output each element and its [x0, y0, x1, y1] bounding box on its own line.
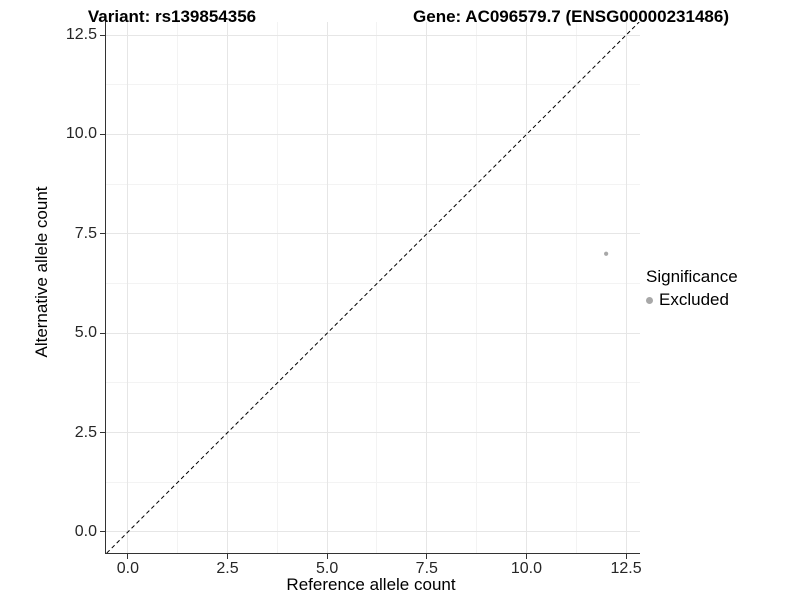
y-tick-label: 12.5 — [65, 26, 97, 44]
y-tick-mark — [100, 233, 105, 235]
legend-item-label: Excluded — [659, 290, 729, 309]
grid-minor-vertical — [177, 22, 179, 553]
grid-minor-vertical — [376, 22, 378, 553]
grid-major-vertical — [625, 22, 627, 553]
y-tick-mark — [100, 531, 105, 533]
x-tick-mark — [426, 554, 428, 559]
x-tick-mark — [127, 554, 129, 559]
identity-reference-line — [106, 22, 640, 553]
grid-major-horizontal — [106, 332, 640, 334]
grid-minor-vertical — [476, 22, 478, 553]
y-tick-mark — [100, 432, 105, 434]
grid-minor-vertical — [276, 22, 278, 553]
grid-major-vertical — [227, 22, 229, 553]
legend-item-excluded: Excluded — [646, 291, 738, 309]
grid-major-vertical — [525, 22, 527, 553]
grid-minor-horizontal — [106, 382, 640, 384]
x-tick-label: 5.0 — [316, 560, 339, 577]
grid-minor-vertical — [575, 22, 577, 553]
y-axis-line — [105, 22, 106, 554]
data-point — [604, 251, 609, 256]
variant-title: Variant: rs139854356 — [87, 7, 257, 26]
grid-major-horizontal — [106, 531, 640, 533]
grid-major-horizontal — [106, 133, 640, 135]
grid-major-vertical — [326, 22, 328, 553]
x-tick-label: 0.0 — [116, 560, 140, 577]
plot-panel — [106, 22, 640, 553]
y-tick-label: 5.0 — [74, 324, 97, 342]
y-tick-label: 2.5 — [74, 423, 97, 441]
legend-point-icon — [646, 296, 653, 304]
y-tick-label: 10.0 — [65, 125, 97, 143]
plot-canvas — [106, 22, 640, 553]
x-tick-mark — [625, 554, 627, 559]
grid-minor-horizontal — [106, 84, 640, 86]
x-tick-label: 10.0 — [510, 560, 542, 577]
grid-minor-horizontal — [106, 183, 640, 185]
gene-title: Gene: AC096579.7 (ENSG00000231486) — [413, 7, 729, 26]
grid-major-horizontal — [106, 432, 640, 434]
grid-major-vertical — [426, 22, 428, 553]
x-tick-label: 7.5 — [415, 560, 438, 577]
grid-minor-horizontal — [106, 481, 640, 483]
y-tick-mark — [100, 133, 105, 135]
legend: Significance Excluded — [646, 268, 738, 309]
x-tick-label: 12.5 — [610, 560, 642, 577]
x-axis-title: Reference allele count — [286, 575, 456, 594]
legend-title: Significance — [646, 267, 738, 286]
grid-minor-horizontal — [106, 283, 640, 285]
y-tick-label: 7.5 — [74, 224, 97, 242]
x-tick-mark — [227, 554, 229, 559]
grid-major-vertical — [127, 22, 129, 553]
y-tick-label: 0.0 — [74, 522, 97, 540]
x-tick-mark — [326, 554, 328, 559]
x-tick-mark — [525, 554, 527, 559]
x-tick-label: 2.5 — [216, 560, 239, 577]
grid-major-horizontal — [106, 34, 640, 36]
y-tick-mark — [100, 34, 105, 36]
y-tick-mark — [100, 332, 105, 334]
x-axis-line — [105, 553, 640, 554]
grid-major-horizontal — [106, 233, 640, 235]
